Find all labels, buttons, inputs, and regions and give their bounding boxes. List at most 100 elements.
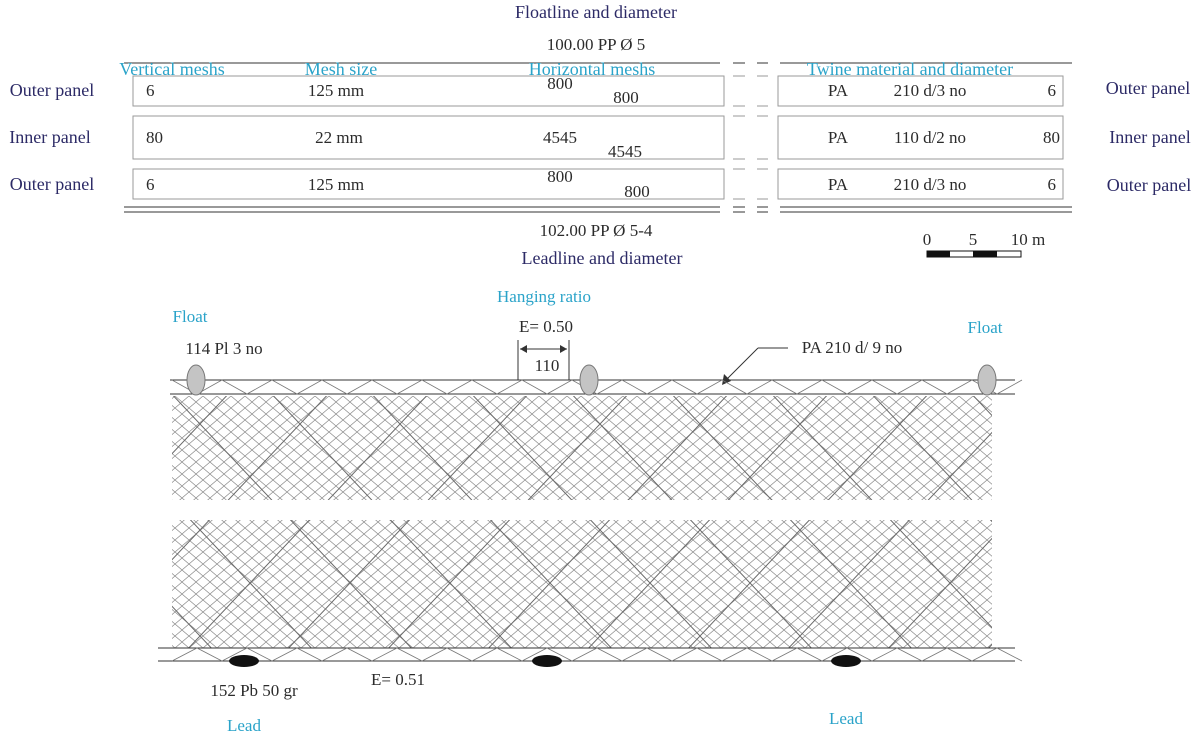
hanging-twine: [921, 647, 973, 662]
hanging-twine: [521, 379, 573, 395]
leadline-hangings: [171, 647, 1023, 662]
hanging-length-dimension: [517, 340, 570, 380]
vertical-meshes-value: 6: [146, 175, 155, 194]
panel-label-right: Outer panel: [1107, 175, 1191, 195]
hanging-twine: [271, 647, 323, 662]
twine-diameter: 210 d/3 no: [894, 175, 967, 194]
hanging-twine: [571, 647, 623, 662]
lead-spec: 152 Pb 50 gr: [210, 681, 298, 700]
right-count: 6: [1048, 175, 1057, 194]
hanging-twine: [471, 379, 523, 395]
floats: [186, 364, 997, 396]
twine-material: PA: [828, 175, 849, 194]
mesh-size-value: 125 mm: [308, 175, 364, 194]
hanging-twine: [371, 647, 423, 662]
scale-bar: 0 5 10 m: [923, 230, 1045, 258]
hanging-twine: [871, 647, 923, 662]
hanging-twine: [871, 379, 923, 395]
right-count: 80: [1043, 128, 1060, 147]
twine-diameter: 210 d/3 no: [894, 81, 967, 100]
scale-tick-0: 0: [923, 230, 932, 249]
net-leadline: [158, 647, 1015, 662]
lead-label-left: Lead: [227, 716, 261, 735]
outer-panel-top-box: [132, 75, 1064, 107]
hanging-twine: [621, 647, 673, 662]
float-spec: 114 Pl 3 no: [185, 339, 262, 358]
vertical-meshes-value: 80: [146, 128, 163, 147]
hanging-twine: [221, 379, 273, 395]
horizontal-meshes-bottom: 4545: [608, 142, 642, 161]
hanging-twine: [371, 379, 423, 395]
horizontal-meshes-top: 800: [547, 167, 573, 186]
twine-callout-leader: [722, 347, 788, 385]
panel-label-right: Outer panel: [1106, 78, 1190, 98]
float-label-right: Float: [968, 318, 1003, 337]
hanging-twine: [821, 379, 873, 395]
net-panel-upper: [172, 396, 992, 500]
net-panel-lower: [172, 520, 992, 648]
hanging-twine: [771, 647, 823, 662]
leadline: [124, 206, 1072, 213]
inner-panel-box: [132, 115, 1064, 160]
outer-panel-bottom-box: [132, 168, 1064, 200]
header-vertical-meshes: Vertical meshs: [119, 59, 224, 79]
hanging-twine: [321, 379, 373, 395]
hanging-length-label: 110: [535, 356, 560, 375]
scale-tick-10: 10 m: [1011, 230, 1045, 249]
twine-diameter: 110 d/2 no: [894, 128, 966, 147]
panel-label-left: Outer panel: [10, 174, 94, 194]
float: [977, 364, 997, 396]
hanging-twine: [971, 647, 1023, 662]
lead-label-right: Lead: [829, 709, 863, 728]
hanging-twine: [671, 647, 723, 662]
hanging-ratio-title: Hanging ratio: [497, 287, 591, 306]
header-horizontal-meshes: Horizontal meshs: [529, 59, 655, 79]
right-count: 6: [1048, 81, 1057, 100]
leads: [229, 655, 861, 667]
leadline-value: 102.00 PP Ø 5-4: [540, 221, 653, 240]
hanging-twine: [421, 647, 473, 662]
horizontal-meshes-bottom: 800: [624, 182, 650, 201]
hanging-ratio-bottom: E= 0.51: [371, 670, 425, 689]
float: [579, 364, 599, 396]
leadline-title: Leadline and diameter: [522, 248, 683, 268]
horizontal-meshes-top: 800: [547, 74, 573, 93]
panel-label-left: Inner panel: [9, 127, 90, 147]
hanging-twine: [521, 647, 573, 662]
float-label-left: Float: [173, 307, 208, 326]
hanging-twine: [771, 379, 823, 395]
hanging-twine: [821, 647, 873, 662]
hanging-twine: [271, 379, 323, 395]
scale-tick-5: 5: [969, 230, 978, 249]
hanging-twine: [721, 379, 773, 395]
hanging-twine: [321, 647, 373, 662]
panel-label-right: Inner panel: [1109, 127, 1190, 147]
vertical-meshes-value: 6: [146, 81, 155, 100]
horizontal-meshes-bottom: 800: [613, 88, 639, 107]
hanging-twine: [221, 647, 273, 662]
hanging-twine: [421, 379, 473, 395]
mesh-size-value: 22 mm: [315, 128, 363, 147]
header-mesh-size: Mesh size: [305, 59, 377, 79]
lead-weight: [229, 655, 259, 667]
hanging-twine: [921, 379, 973, 395]
hanging-twine: [671, 379, 723, 395]
header-twine: Twine material and diameter: [807, 59, 1013, 79]
lead-weight: [831, 655, 861, 667]
panel-label-left: Outer panel: [10, 80, 94, 100]
twine-material: PA: [828, 81, 849, 100]
lead-weight: [532, 655, 562, 667]
floatline-title: Floatline and diameter: [515, 2, 677, 22]
twine-material: PA: [828, 128, 849, 147]
float: [186, 364, 206, 396]
panel-gap-connectors: [733, 75, 768, 200]
floatline-value: 100.00 PP Ø 5: [547, 35, 646, 54]
twine-callout: PA 210 d/ 9 no: [802, 338, 902, 357]
hanging-twine: [471, 647, 523, 662]
horizontal-meshes-top: 4545: [543, 128, 577, 147]
hanging-twine: [721, 647, 773, 662]
mesh-size-value: 125 mm: [308, 81, 364, 100]
hanging-twine: [171, 647, 223, 662]
hanging-twine: [621, 379, 673, 395]
